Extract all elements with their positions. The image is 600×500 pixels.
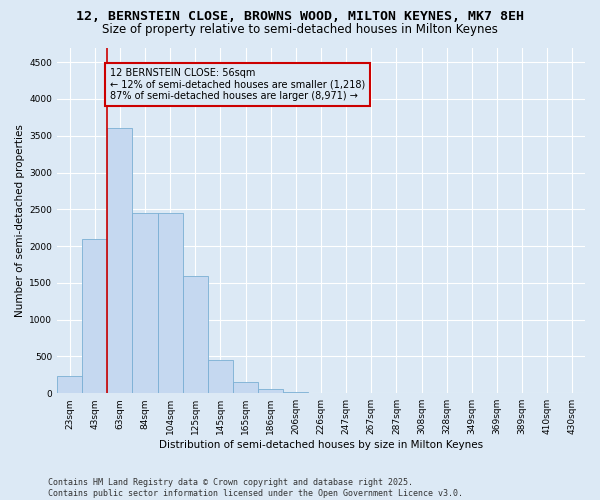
Text: Contains HM Land Registry data © Crown copyright and database right 2025.
Contai: Contains HM Land Registry data © Crown c…	[48, 478, 463, 498]
Y-axis label: Number of semi-detached properties: Number of semi-detached properties	[15, 124, 25, 317]
Text: 12 BERNSTEIN CLOSE: 56sqm
← 12% of semi-detached houses are smaller (1,218)
87% : 12 BERNSTEIN CLOSE: 56sqm ← 12% of semi-…	[110, 68, 365, 102]
X-axis label: Distribution of semi-detached houses by size in Milton Keynes: Distribution of semi-detached houses by …	[159, 440, 483, 450]
Bar	[133, 213, 158, 393]
Bar	[82, 238, 107, 393]
Bar	[183, 276, 208, 393]
Text: 12, BERNSTEIN CLOSE, BROWNS WOOD, MILTON KEYNES, MK7 8EH: 12, BERNSTEIN CLOSE, BROWNS WOOD, MILTON…	[76, 10, 524, 23]
Text: Size of property relative to semi-detached houses in Milton Keynes: Size of property relative to semi-detach…	[102, 22, 498, 36]
Bar	[158, 213, 183, 393]
Bar	[258, 389, 283, 393]
Bar	[107, 128, 133, 393]
Bar	[233, 382, 258, 393]
Bar	[283, 392, 308, 393]
Bar	[208, 360, 233, 393]
Bar	[57, 376, 82, 393]
